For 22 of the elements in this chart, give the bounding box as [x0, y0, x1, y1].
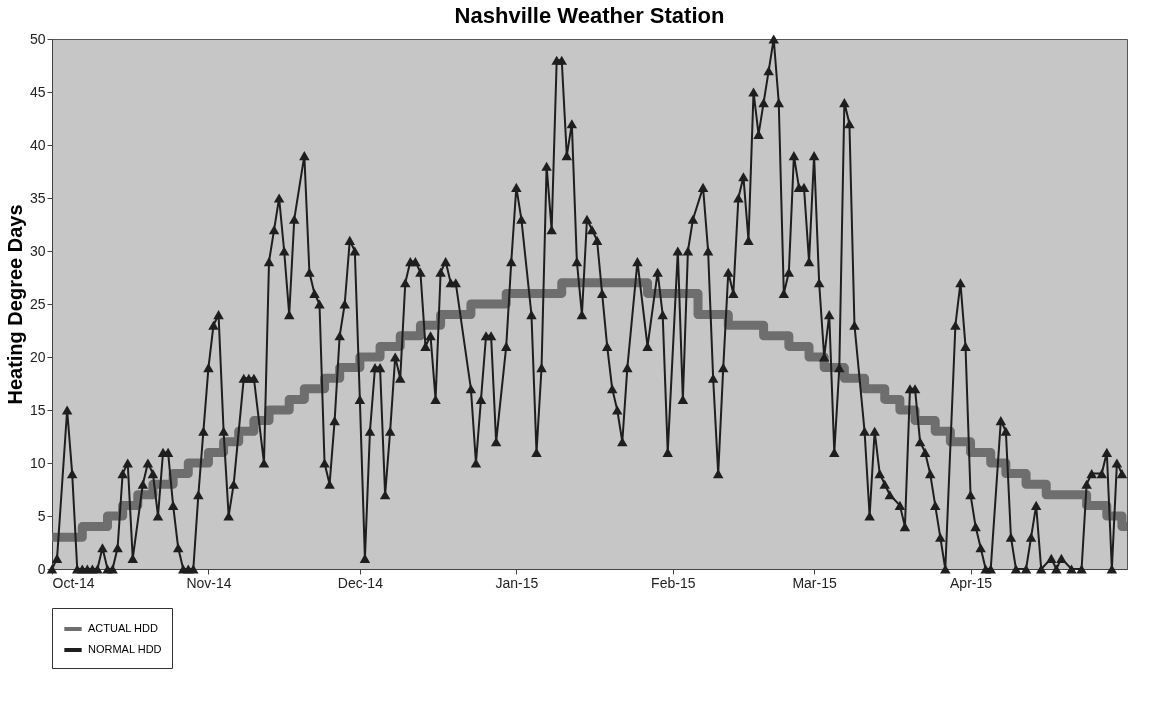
y-axis-title: Heating Degree Days: [3, 204, 26, 405]
y-tick-label: 10: [29, 454, 46, 471]
y-tick-label: 25: [29, 295, 46, 312]
y-tick-label: 40: [29, 136, 46, 153]
legend-label: ACTUAL HDD: [88, 622, 158, 634]
y-tick-label: 45: [29, 83, 46, 100]
y-tick-label: 15: [29, 401, 46, 418]
x-tick-label: Jan-15: [495, 574, 539, 591]
y-tick-label: 20: [29, 348, 46, 365]
x-tick-label: Dec-14: [337, 574, 384, 591]
x-tick-label: Nov-14: [186, 574, 232, 591]
y-tick-label: 0: [37, 560, 46, 577]
x-tick-label: Apr-15: [950, 574, 993, 591]
y-tick-label: 30: [29, 242, 46, 259]
y-tick-label: 5: [37, 507, 46, 524]
legend-label: NORMAL HDD: [88, 643, 162, 655]
x-tick-label: Oct-14: [52, 574, 95, 591]
y-tick-label: 35: [29, 189, 46, 206]
x-tick-label: Feb-15: [651, 574, 696, 591]
x-tick-label: Mar-15: [792, 574, 837, 591]
chart-title: Nashville Weather Station: [454, 3, 725, 28]
y-tick-label: 50: [29, 30, 46, 47]
